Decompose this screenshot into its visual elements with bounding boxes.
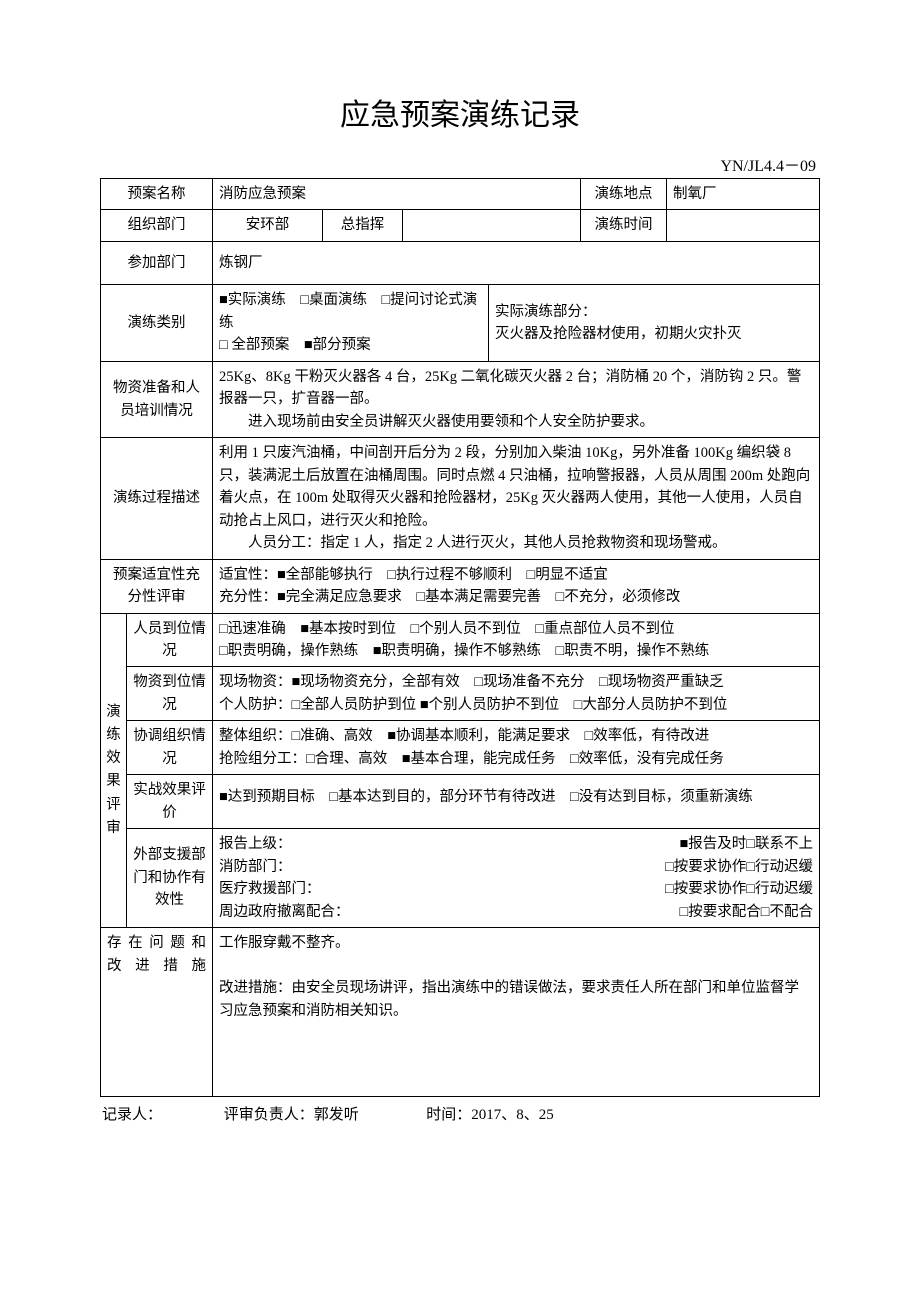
val-org-dept: 安环部 <box>213 210 323 241</box>
suitability-line2: 充分性：■完全满足应急要求 □基本满足需要完善 □不充分，必须修改 <box>219 586 813 608</box>
label-prep: 物资准备和人员培训情况 <box>101 361 213 437</box>
label-drill-place: 演练地点 <box>581 179 667 210</box>
val-drill-type-right: 实际演练部分： 灭火器及抢险器材使用，初期火灾扑灭 <box>489 285 820 361</box>
val-commander <box>403 210 581 241</box>
label-org-dept: 组织部门 <box>101 210 213 241</box>
val-suitability: 适宜性：■全部能够执行 □执行过程不够顺利 □明显不适宜 充分性：■完全满足应急… <box>213 559 820 613</box>
label-commander: 总指挥 <box>323 210 403 241</box>
label-eff-external: 外部支援部门和协作有效性 <box>127 829 213 928</box>
label-eff-personnel: 人员到位情况 <box>127 613 213 667</box>
label-eff-coord: 协调组织情况 <box>127 721 213 775</box>
ext-l3a: 医疗救援部门： <box>219 878 321 900</box>
footer-line: 记录人： 评审负责人：郭发听 时间：2017、8、25 <box>100 1103 820 1124</box>
val-drill-time <box>667 210 820 241</box>
val-eff-personnel: □迅速准确 ■基本按时到位 □个别人员不到位 □重点部位人员不到位 □职责明确，… <box>213 613 820 667</box>
val-eff-coord: 整体组织：□准确、高效 ■协调基本顺利，能满足要求 □效率低，有待改进 抢险组分… <box>213 721 820 775</box>
val-participants: 炼钢厂 <box>213 241 820 284</box>
val-issues: 工作服穿戴不整齐。 改进措施：由安全员现场讲评，指出演练中的错误做法，要求责任人… <box>213 928 820 1097</box>
val-eff-external: 报告上级： ■报告及时□联系不上 消防部门： □按要求协作□行动迟缓 医疗救援部… <box>213 829 820 928</box>
val-eff-combat: ■达到预期目标 □基本达到目的，部分环节有待改进 □没有达到目标，须重新演练 <box>213 775 820 829</box>
val-plan-name: 消防应急预案 <box>213 179 581 210</box>
page-title: 应急预案演练记录 <box>100 90 820 134</box>
val-drill-place: 制氧厂 <box>667 179 820 210</box>
label-eff-combat: 实战效果评价 <box>127 775 213 829</box>
label-process: 演练过程描述 <box>101 438 213 559</box>
val-eff-material: 现场物资：■现场物资充分，全部有效 □现场准备不充分 □现场物资严重缺乏 个人防… <box>213 667 820 721</box>
time-value: 2017、8、25 <box>471 1103 554 1124</box>
val-prep: 25Kg、8Kg 干粉灭火器各 4 台，25Kg 二氧化碳灭火器 2 台；消防桶… <box>213 361 820 437</box>
ext-l2b: □按要求协作□行动迟缓 <box>665 856 813 878</box>
recorder-label: 记录人： <box>102 1103 220 1124</box>
ext-l4a: 周边政府撤离配合： <box>219 901 350 923</box>
doc-number: YN/JL4.4－09 <box>100 152 820 176</box>
label-drill-type: 演练类别 <box>101 285 213 361</box>
ext-l1a: 报告上级： <box>219 833 292 855</box>
ext-l2a: 消防部门： <box>219 856 292 878</box>
val-process: 利用 1 只废汽油桶，中间剖开后分为 2 段，分别加入柴油 10Kg，另外准备 … <box>213 438 820 559</box>
label-suitability: 预案适宜性充分性评审 <box>101 559 213 613</box>
val-drill-type-left: ■实际演练 □桌面演练 □提问讨论式演练 □ 全部预案 ■部分预案 <box>213 285 489 361</box>
record-table: 预案名称 消防应急预案 演练地点 制氧厂 组织部门 安环部 总指挥 演练时间 参… <box>100 178 820 1097</box>
ext-l4b: □按要求配合□不配合 <box>679 901 813 923</box>
label-eff-material: 物资到位情况 <box>127 667 213 721</box>
ext-l3b: □按要求协作□行动迟缓 <box>665 878 813 900</box>
reviewer-name: 郭发听 <box>314 1103 359 1124</box>
time-label: 时间： <box>426 1103 471 1124</box>
reviewer-label: 评审负责人： <box>224 1103 314 1124</box>
ext-l1b: ■报告及时□联系不上 <box>679 833 813 855</box>
label-drill-time: 演练时间 <box>581 210 667 241</box>
label-participants: 参加部门 <box>101 241 213 284</box>
label-effect-review: 演练效果评审 <box>101 613 127 928</box>
suitability-line1: 适宜性：■全部能够执行 □执行过程不够顺利 □明显不适宜 <box>219 564 813 586</box>
label-issues: 存 在 问 题 和改进措施 <box>101 928 213 1097</box>
label-plan-name: 预案名称 <box>101 179 213 210</box>
